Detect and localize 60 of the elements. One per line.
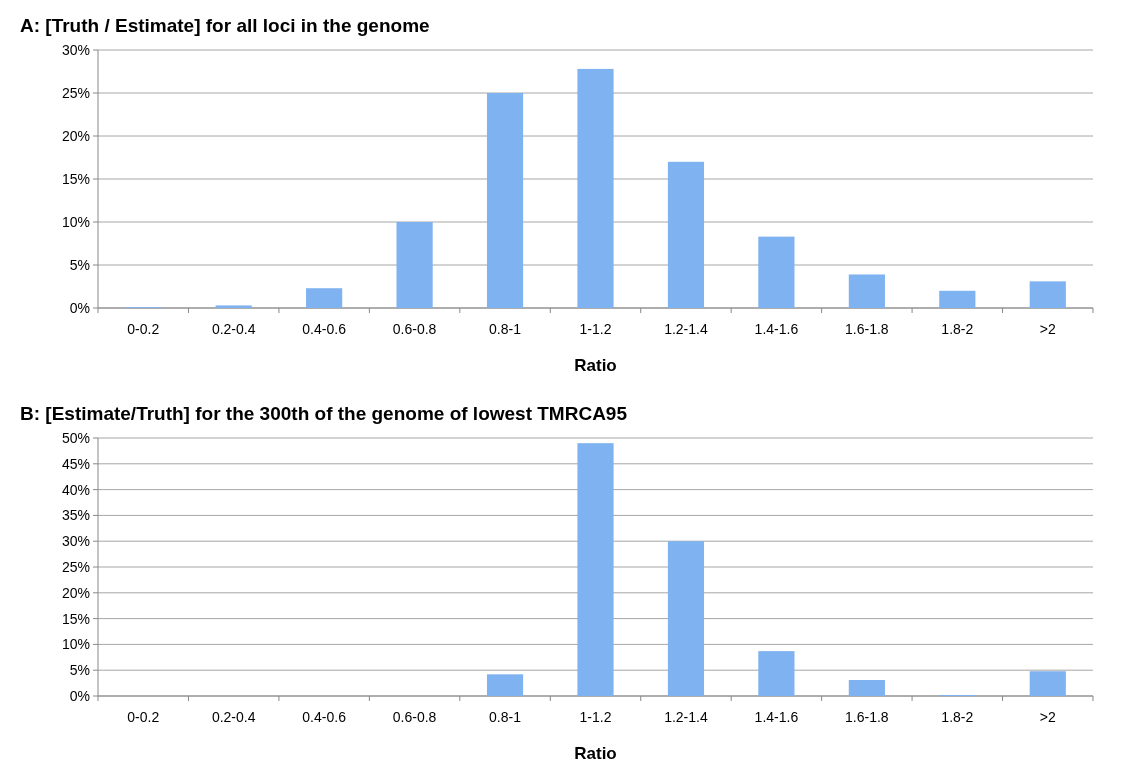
bar — [577, 68, 614, 308]
bar — [486, 674, 524, 696]
y-tick-label: 20% — [61, 584, 90, 601]
bar — [396, 222, 433, 308]
bar — [667, 541, 705, 696]
y-tick-label: 10% — [61, 636, 90, 653]
y-tick-label: 35% — [61, 507, 90, 524]
x-tick-label: 1.6-1.8 — [845, 321, 889, 337]
x-tick-label: 0.6-0.8 — [392, 709, 437, 725]
y-tick-label: 30% — [61, 41, 90, 58]
y-tick-label: 5% — [69, 662, 90, 679]
x-tick-label: 1.2-1.4 — [664, 321, 708, 337]
bar — [667, 161, 705, 308]
y-tick-label: 10% — [61, 213, 90, 230]
y-tick-label: 30% — [61, 533, 90, 550]
y-tick-label: 0% — [69, 299, 90, 316]
chart-title: A: [Truth / Estimate] for all loci in the genome — [20, 15, 430, 36]
y-tick-label: 0% — [69, 687, 90, 704]
x-tick-label: 0.6-0.8 — [392, 321, 437, 337]
x-tick-label: 1.2-1.4 — [664, 709, 708, 725]
y-tick-label: 25% — [61, 558, 90, 575]
y-tick-label: 15% — [61, 170, 90, 187]
y-tick-label: 20% — [61, 127, 90, 144]
bar — [1029, 281, 1066, 308]
bar — [1029, 671, 1066, 696]
x-tick-label: 0.4-0.6 — [302, 321, 347, 337]
y-tick-label: 25% — [61, 84, 90, 101]
x-tick-label: 1-1.2 — [579, 709, 612, 725]
x-axis-title: Ratio — [574, 744, 617, 763]
y-tick-label: 50% — [61, 429, 90, 446]
bar — [939, 290, 976, 308]
bar — [215, 305, 252, 308]
bar — [848, 274, 885, 308]
x-tick-label: 1.8-2 — [941, 709, 974, 725]
y-tick-label: 5% — [69, 256, 90, 273]
x-tick-label: 0.4-0.6 — [302, 709, 347, 725]
bar — [848, 680, 885, 696]
bar — [758, 236, 795, 308]
chart-title: B: [Estimate/Truth] for the 300th of the genome of lowest TMRCA95 — [20, 403, 628, 424]
x-tick-label: 1.4-1.6 — [754, 709, 799, 725]
bar — [486, 93, 524, 308]
x-tick-label: >2 — [1039, 321, 1056, 337]
x-tick-label: 0-0.2 — [127, 321, 160, 337]
x-tick-label: 0.8-1 — [489, 709, 522, 725]
x-tick-label: 0-0.2 — [127, 709, 160, 725]
x-tick-label: >2 — [1039, 709, 1056, 725]
bar — [306, 288, 343, 308]
x-tick-label: 0.2-0.4 — [211, 709, 256, 725]
x-tick-label: 1-1.2 — [579, 321, 612, 337]
y-tick-label: 15% — [61, 610, 90, 627]
x-tick-label: 0.2-0.4 — [211, 321, 256, 337]
y-tick-label: 40% — [61, 481, 90, 498]
x-tick-label: 1.8-2 — [941, 321, 974, 337]
bar — [577, 443, 614, 696]
y-tick-label: 45% — [61, 455, 90, 472]
x-tick-label: 1.4-1.6 — [754, 321, 799, 337]
bar — [758, 651, 795, 696]
x-axis-title: Ratio — [574, 356, 617, 375]
x-tick-label: 1.6-1.8 — [845, 709, 889, 725]
x-tick-label: 0.8-1 — [489, 321, 522, 337]
